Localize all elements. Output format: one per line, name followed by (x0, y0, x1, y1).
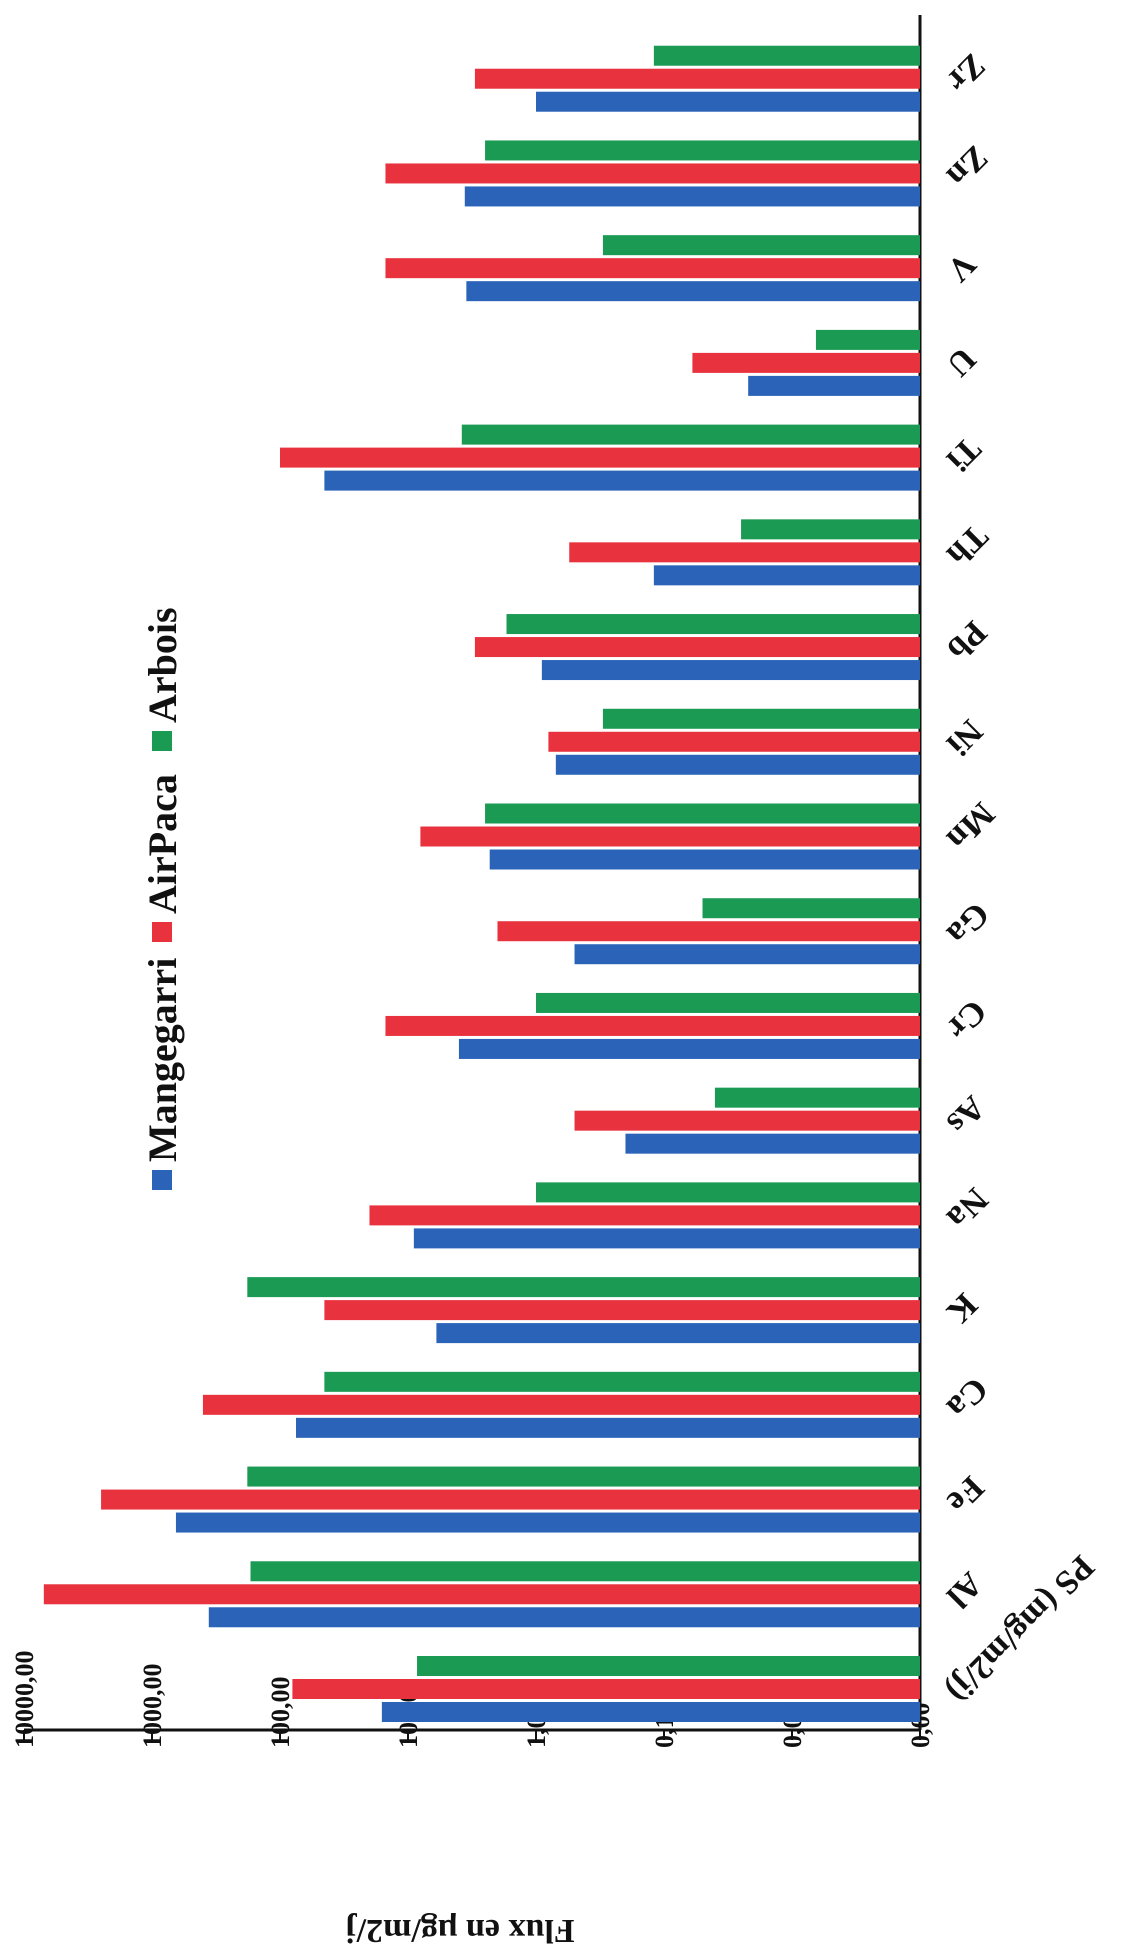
bar-arbois (485, 803, 920, 824)
bar-airpaca (385, 258, 920, 279)
bar-mangegarri (541, 660, 920, 681)
bar-mangegarri (653, 565, 920, 586)
bar-mangegarri (464, 186, 920, 207)
bar-arbois (714, 1087, 920, 1108)
legend-swatch-airpaca (152, 922, 172, 942)
bar-airpaca (692, 352, 920, 373)
category-label: Al (939, 1565, 989, 1615)
bar-airpaca (420, 826, 920, 847)
bar-airpaca (324, 1300, 920, 1321)
plot-area: 0,000,010,101,0010,00100,001000,0010000,… (10, 15, 1101, 1949)
bar-arbois (602, 708, 920, 729)
bar-arbois (702, 898, 920, 919)
category-label: V (939, 245, 983, 289)
legend-swatch-mangegarri (152, 1170, 172, 1190)
bar-mangegarri (466, 281, 920, 302)
category-label: U (939, 340, 983, 384)
bar-airpaca (385, 163, 920, 184)
bar-airpaca (574, 1110, 920, 1131)
category-label: K (939, 1286, 984, 1331)
bar-mangegarri (574, 944, 920, 965)
bar-arbois (506, 614, 920, 635)
bar-mangegarri (625, 1133, 920, 1154)
bar-mangegarri (208, 1607, 920, 1628)
bar-mangegarri (413, 1228, 920, 1249)
bar-mangegarri (748, 375, 920, 396)
category-label: Ca (939, 1370, 995, 1426)
bar-arbois (250, 1561, 920, 1582)
bar-airpaca (497, 921, 920, 942)
bar-mangegarri (381, 1702, 920, 1722)
category-label: Ti (939, 430, 987, 478)
category-label: Ni (939, 712, 989, 762)
bar-airpaca (280, 447, 920, 468)
bar-mangegarri (175, 1512, 921, 1533)
bar-arbois (247, 1466, 920, 1487)
legend-label-mangegarri: Mangegarri (140, 958, 185, 1162)
value-tick-label: 1000,00 (138, 1664, 167, 1749)
category-label: Mn (939, 795, 1001, 857)
bar-arbois (417, 1656, 920, 1676)
bar-arbois (602, 235, 920, 256)
bar-airpaca (474, 637, 920, 658)
category-label: Cr (939, 992, 993, 1046)
bar-arbois (741, 519, 920, 540)
bar-airpaca (548, 731, 920, 752)
bar-airpaca (369, 1205, 921, 1226)
value-axis-title: Flux en µg/m2/j (345, 1912, 574, 1949)
bar-airpaca (569, 542, 920, 563)
legend-label-airpaca: AirPaca (140, 774, 185, 914)
bar-mangegarri (324, 470, 920, 491)
bar-arbois (324, 1371, 920, 1392)
legend-label-arbois: Arbois (140, 607, 185, 723)
bar-mangegarri (295, 1417, 920, 1438)
category-label: As (939, 1088, 992, 1141)
bar-mangegarri (555, 754, 920, 775)
bar-arbois (485, 140, 920, 161)
bar-airpaca (385, 1015, 920, 1036)
bar-arbois (815, 329, 920, 350)
bar-arbois (653, 45, 920, 66)
bar-airpaca (292, 1679, 920, 1699)
bar-arbois (536, 1182, 920, 1203)
category-label: Th (939, 517, 995, 573)
category-label: Zr (939, 46, 992, 99)
legend-swatch-arbois (152, 731, 172, 751)
bar-mangegarri (536, 91, 920, 112)
value-tick-label: 10000,00 (10, 1651, 39, 1749)
bar-arbois (536, 992, 920, 1013)
bar-airpaca (202, 1394, 920, 1415)
category-label: Fe (939, 1469, 991, 1521)
bar-airpaca (474, 68, 920, 89)
bar-mangegarri (489, 849, 920, 870)
bar-airpaca (101, 1489, 921, 1510)
bar-mangegarri (458, 1038, 920, 1059)
bar-mangegarri (436, 1323, 920, 1344)
bar-arbois (461, 424, 920, 445)
category-label: Ga (939, 895, 996, 952)
bar-arbois (247, 1277, 920, 1298)
value-tick-label: 100,00 (266, 1677, 295, 1749)
category-label: Zn (939, 138, 995, 194)
category-label: Pb (939, 613, 993, 667)
category-label: Na (939, 1180, 995, 1236)
bar-airpaca (43, 1584, 920, 1605)
